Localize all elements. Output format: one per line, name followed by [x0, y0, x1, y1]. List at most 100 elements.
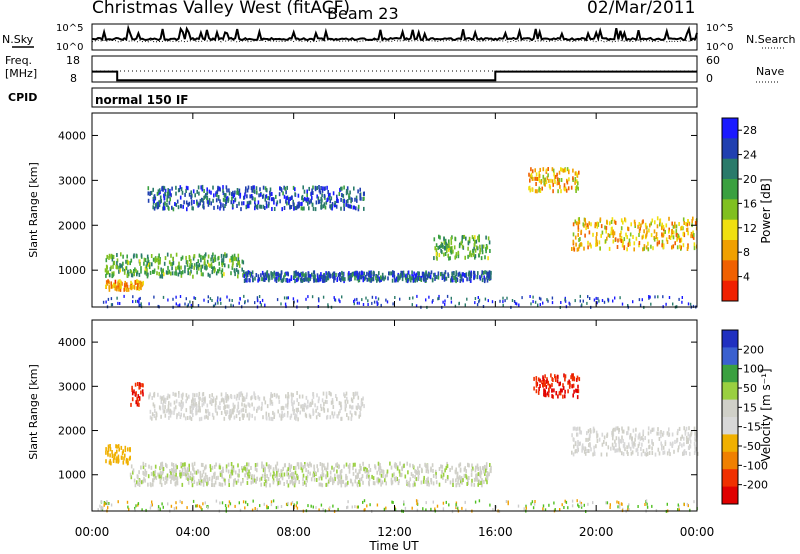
velocity-noise-cell — [101, 505, 103, 509]
power-cell — [448, 242, 450, 247]
power-cell — [537, 176, 540, 181]
power-cell — [125, 283, 127, 288]
velocity-noise-cell — [198, 504, 201, 508]
velocity-cell — [427, 469, 430, 474]
velocity-cell — [292, 402, 294, 407]
power-cell — [433, 256, 435, 261]
velocity-cell — [349, 404, 351, 409]
power-cell — [168, 206, 170, 211]
power-cell — [178, 261, 180, 266]
velocity-cell — [407, 470, 409, 475]
time-tick-label: 00:00 — [75, 525, 110, 539]
velocity-cell — [195, 411, 197, 416]
power-cell — [455, 254, 457, 259]
velocity-cell — [554, 376, 557, 380]
power-cell — [626, 247, 628, 252]
power-cell — [112, 264, 114, 269]
velocity-cell — [232, 402, 235, 407]
power-noise-cell — [399, 297, 401, 301]
power-cell — [249, 194, 251, 199]
velocity-noise-cell — [644, 503, 646, 506]
power-cell — [574, 177, 577, 181]
velocity-cell — [553, 388, 555, 393]
power-cell — [180, 273, 183, 278]
power-cell — [544, 177, 546, 182]
velocity-cell — [188, 394, 190, 399]
power-cell — [633, 247, 635, 252]
power-cell — [449, 256, 451, 261]
velocity-noise-cell — [369, 503, 371, 507]
velocity-cell — [323, 402, 325, 406]
power-noise-cell — [518, 303, 520, 307]
power-cell — [287, 272, 289, 277]
velocity-cell — [356, 481, 359, 486]
freq-unit-label: [MHz] — [5, 67, 37, 80]
velocity-cell — [211, 483, 214, 487]
power-cell — [681, 225, 683, 230]
power-cell — [411, 276, 413, 281]
velocity-cell — [240, 391, 243, 396]
power-cell — [444, 270, 447, 275]
velocity-cell — [473, 482, 476, 487]
velocity-cell — [550, 373, 552, 378]
power-cell — [341, 270, 343, 275]
power-cell — [369, 278, 371, 282]
velocity-cell — [459, 462, 462, 467]
velocity-cell — [473, 477, 476, 482]
velocity-cell — [584, 451, 587, 456]
power-noise-cell — [464, 303, 466, 307]
velocity-cell — [302, 473, 305, 478]
velocity-cell — [359, 405, 361, 410]
velocity-noise-cell — [228, 500, 231, 504]
velocity-cell — [379, 463, 381, 467]
power-cell — [252, 278, 254, 283]
velocity-noise-cell — [542, 504, 545, 508]
power-cell — [469, 253, 471, 258]
power-cell — [434, 246, 436, 251]
power-noise-cell — [376, 300, 378, 304]
velocity-cell — [349, 463, 351, 468]
velocity-cell — [265, 415, 268, 420]
power-cell — [204, 194, 206, 199]
power-noise-cell — [137, 299, 139, 303]
velocity-cell — [225, 464, 228, 469]
power-cell — [448, 239, 450, 244]
velocity-cell — [295, 416, 297, 421]
power-cell — [608, 246, 611, 251]
power-cell — [223, 192, 226, 197]
power-cell — [144, 258, 147, 263]
power-cell — [221, 263, 224, 268]
power-cell — [211, 254, 213, 259]
velocity-cell — [315, 478, 318, 482]
velocity-cell — [460, 476, 463, 481]
power-cell — [152, 187, 154, 192]
power-cell — [123, 287, 125, 292]
power-noise-cell — [641, 298, 643, 302]
velocity-cell — [581, 445, 584, 450]
velocity-cell — [475, 465, 477, 470]
velocity-cell — [542, 375, 544, 380]
power-cell — [479, 250, 481, 255]
power-cell — [668, 229, 670, 234]
velocity-cell — [632, 444, 635, 449]
power-cell — [464, 255, 466, 260]
power-cell — [542, 174, 545, 179]
power-cell — [346, 190, 349, 195]
power-cell — [665, 223, 668, 228]
ytick-label: 2000 — [58, 219, 86, 232]
colorbar-swatch — [722, 451, 738, 470]
power-cell — [254, 200, 256, 204]
power-cell — [367, 272, 370, 277]
power-cell — [579, 237, 581, 241]
velocity-cell — [139, 382, 141, 387]
power-cell — [559, 184, 561, 189]
power-noise-cell — [123, 294, 125, 298]
velocity-cell — [278, 473, 281, 477]
velocity-cell — [479, 466, 482, 471]
power-noise-cell — [179, 303, 181, 307]
velocity-noise-cell — [110, 503, 113, 507]
velocity-cell — [109, 447, 112, 452]
velocity-cell — [252, 478, 254, 483]
velocity-cell — [242, 479, 244, 484]
power-cell — [215, 191, 217, 196]
